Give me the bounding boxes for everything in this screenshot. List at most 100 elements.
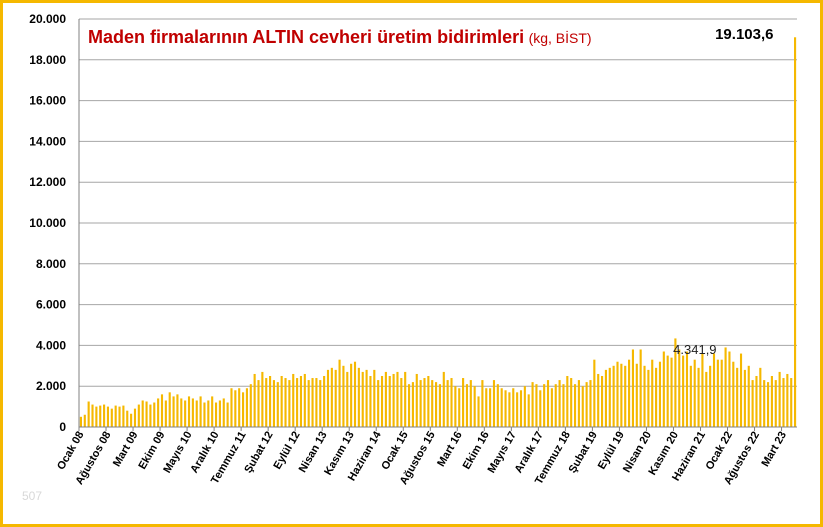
bar <box>739 353 743 427</box>
bar <box>593 359 596 427</box>
bar <box>145 401 148 427</box>
bar <box>728 351 731 427</box>
bar <box>238 388 241 427</box>
bar <box>554 384 557 427</box>
bar <box>720 359 723 427</box>
bar <box>446 380 449 427</box>
bar <box>334 369 337 427</box>
bar <box>508 392 511 427</box>
bar <box>79 416 82 427</box>
x-tick-label: Mart 09 <box>111 430 141 469</box>
bar <box>465 384 469 427</box>
bar <box>207 400 210 427</box>
bar <box>404 371 407 427</box>
bar <box>423 378 426 427</box>
bar <box>462 378 465 427</box>
bar <box>492 380 496 427</box>
bar <box>435 382 438 427</box>
bar <box>685 351 689 427</box>
bar <box>130 413 133 427</box>
bar <box>226 402 229 427</box>
chart-title-unit: (kg, BİST) <box>528 30 592 46</box>
bar <box>411 382 414 427</box>
bar <box>458 388 461 427</box>
bar <box>485 388 488 427</box>
bar <box>469 380 472 427</box>
bar <box>253 373 256 427</box>
bar <box>160 394 164 427</box>
bar <box>527 394 530 427</box>
bar <box>284 378 287 427</box>
bar <box>141 400 144 427</box>
bar <box>353 361 357 427</box>
bar <box>732 361 735 427</box>
bar <box>616 361 619 427</box>
bar <box>531 382 534 427</box>
axes <box>78 19 797 431</box>
bar <box>778 371 781 427</box>
bar <box>770 376 773 427</box>
gridlines <box>79 18 797 387</box>
bar <box>157 398 160 427</box>
bar <box>184 400 187 427</box>
bar <box>91 404 94 427</box>
bar <box>716 359 719 427</box>
bar <box>782 378 785 427</box>
y-tick-label: 14.000 <box>29 134 66 148</box>
bar <box>110 408 113 427</box>
bar <box>666 355 669 427</box>
bar <box>647 369 650 427</box>
bar <box>172 396 175 427</box>
bar <box>600 376 604 427</box>
bar <box>392 373 395 427</box>
data-labels: 4.341,9 19.103,6 <box>673 26 773 357</box>
bar <box>736 367 739 427</box>
bar <box>222 398 225 427</box>
bar <box>288 380 291 427</box>
y-axis-tick-labels: 0 2.000 4.000 6.000 8.000 10.000 12.000 14.000 1… <box>29 12 66 434</box>
bar <box>662 351 665 427</box>
bar <box>350 363 353 427</box>
bar <box>195 400 198 427</box>
bar <box>566 376 569 427</box>
x-tick-label: Mart 16 <box>435 430 465 469</box>
bar <box>585 382 588 427</box>
bar <box>678 349 681 427</box>
bar <box>489 388 492 427</box>
y-tick-label: 8.000 <box>36 257 66 271</box>
bar <box>477 396 480 427</box>
bar <box>689 365 692 427</box>
bar <box>794 37 797 427</box>
bar <box>307 380 310 427</box>
bar <box>674 338 677 427</box>
bar <box>257 380 260 427</box>
bar <box>269 376 272 427</box>
bar <box>299 376 303 427</box>
bar <box>608 367 611 427</box>
bar <box>164 400 167 427</box>
bar <box>176 394 179 427</box>
bar <box>415 373 418 427</box>
bar <box>187 396 191 427</box>
bar <box>589 380 592 427</box>
bar <box>500 388 503 427</box>
page-number: 507 <box>22 489 43 503</box>
bar <box>400 378 403 427</box>
bar <box>519 390 523 427</box>
bar <box>153 402 156 427</box>
bar <box>612 365 615 427</box>
bar <box>265 378 268 427</box>
bar <box>759 367 762 427</box>
bar <box>427 376 430 427</box>
bar <box>272 380 276 427</box>
bar <box>338 359 341 427</box>
bar <box>369 376 372 427</box>
bar <box>473 386 476 427</box>
bar <box>546 380 550 427</box>
bar <box>149 404 152 427</box>
bar <box>504 390 507 427</box>
bar <box>203 402 206 427</box>
bar <box>384 371 387 427</box>
bar <box>126 410 129 427</box>
bar <box>168 392 171 427</box>
